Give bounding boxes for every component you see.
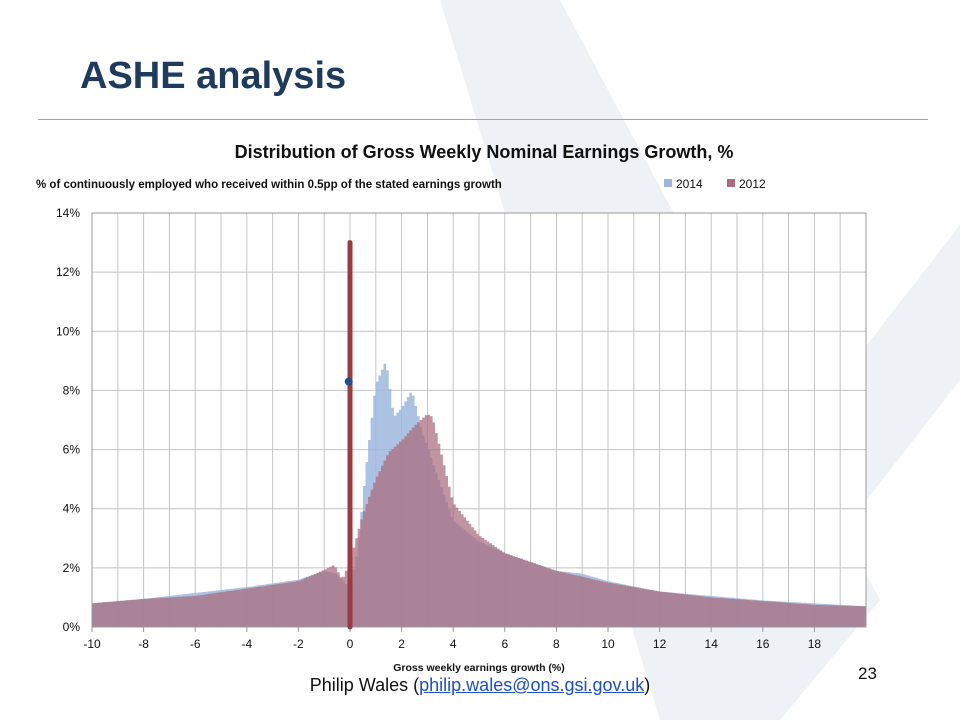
title-divider <box>38 119 928 120</box>
legend-label-2014: 2014 <box>676 177 703 191</box>
x-tick-label: 6 <box>501 637 508 651</box>
x-tick-label: 10 <box>601 637 615 651</box>
y-tick-label: 4% <box>63 502 81 516</box>
footer-open-paren: ( <box>408 675 420 695</box>
footer-close-paren: ) <box>644 675 651 695</box>
footer-email-link[interactable]: philip.wales@ons.gsi.gov.uk <box>419 675 645 695</box>
x-tick-label: 16 <box>756 637 770 651</box>
page-number: 23 <box>858 664 877 683</box>
x-tick-label: 12 <box>653 637 667 651</box>
y-tick-label: 0% <box>63 620 81 634</box>
data-marker <box>344 377 353 386</box>
footer: Philip Wales (philip.wales@ons.gsi.gov.u… <box>0 675 960 696</box>
chart-title: Distribution of Gross Weekly Nominal Ear… <box>235 142 734 162</box>
x-tick-label: 18 <box>808 637 822 651</box>
x-tick-label: 2 <box>398 637 405 651</box>
legend-swatch-2012 <box>727 179 735 187</box>
footer-author: Philip Wales <box>309 675 409 695</box>
x-tick-label: 14 <box>705 637 719 651</box>
x-tick-label: -6 <box>190 637 201 651</box>
chart-subtitle: % of continuously employed who received … <box>36 179 502 191</box>
x-tick-label: 4 <box>450 637 457 651</box>
y-tick-label: 10% <box>56 324 80 338</box>
series-2012-area <box>92 414 866 627</box>
y-tick-label: 2% <box>63 561 81 575</box>
y-tick-label: 14% <box>56 206 80 220</box>
x-tick-label: -10 <box>83 637 101 651</box>
y-tick-label: 6% <box>63 443 81 457</box>
y-tick-label: 8% <box>63 383 81 397</box>
plot-frame <box>91 212 867 628</box>
slide-title: ASHE analysis <box>80 55 347 97</box>
x-tick-label: 0 <box>347 637 354 651</box>
x-tick-label: -2 <box>293 637 304 651</box>
x-axis-title: Gross weekly earnings growth (%) <box>393 662 565 674</box>
legend-label-2012: 2012 <box>739 177 766 191</box>
x-tick-label: -4 <box>241 637 252 651</box>
x-tick-label: 8 <box>553 637 560 651</box>
x-tick-label: -8 <box>138 637 149 651</box>
y-tick-label: 12% <box>56 265 80 279</box>
legend-swatch-2014 <box>664 179 672 187</box>
